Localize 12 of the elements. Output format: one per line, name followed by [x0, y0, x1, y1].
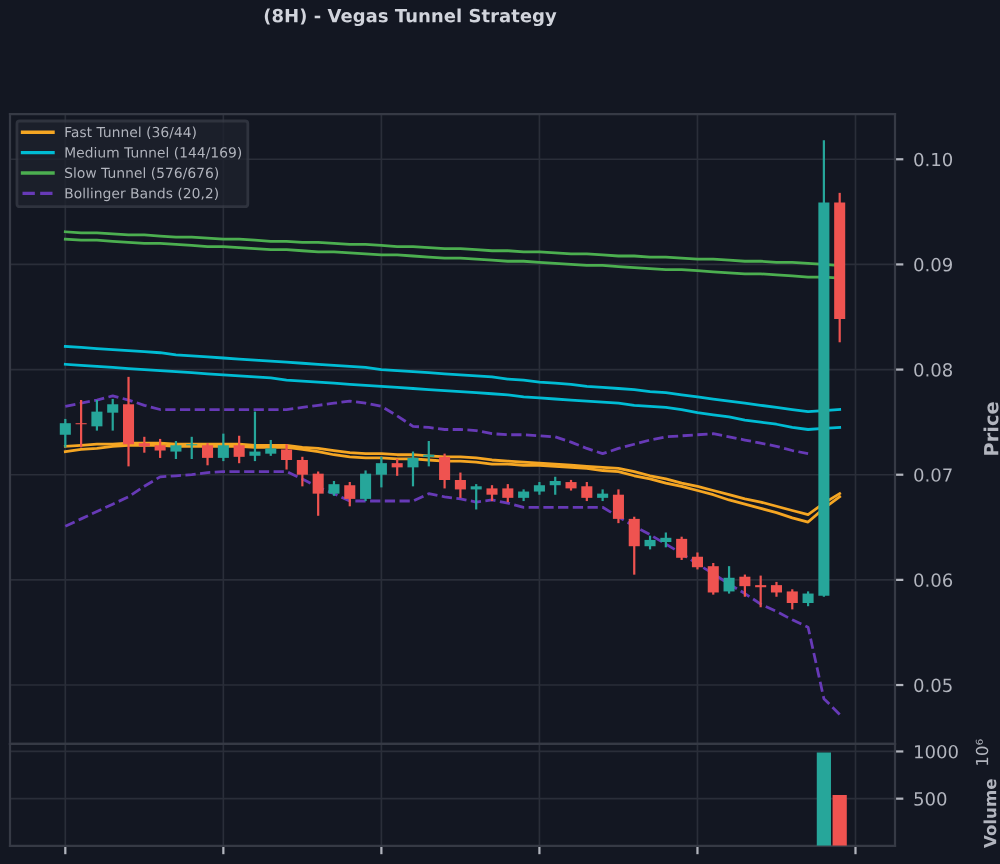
y-tick-label: 0.07	[914, 468, 952, 482]
y-axis-title: Price	[983, 402, 999, 455]
y-tick-label: 0.09	[914, 257, 952, 272]
y-tick-label: 500	[914, 792, 947, 806]
y-tick-label: 0.08	[914, 363, 953, 377]
y-tick-label: 1000	[915, 744, 958, 759]
text: 10⁶	[975, 739, 989, 765]
y-tick-label: 0.06	[914, 573, 953, 587]
y-tick-label: 0.10	[914, 152, 953, 167]
chart-title: (8H) - Vegas Tunnel Strategy	[264, 8, 557, 27]
y-axis-title: Volume	[983, 779, 997, 848]
y-tick-label: 0.05	[914, 678, 952, 693]
